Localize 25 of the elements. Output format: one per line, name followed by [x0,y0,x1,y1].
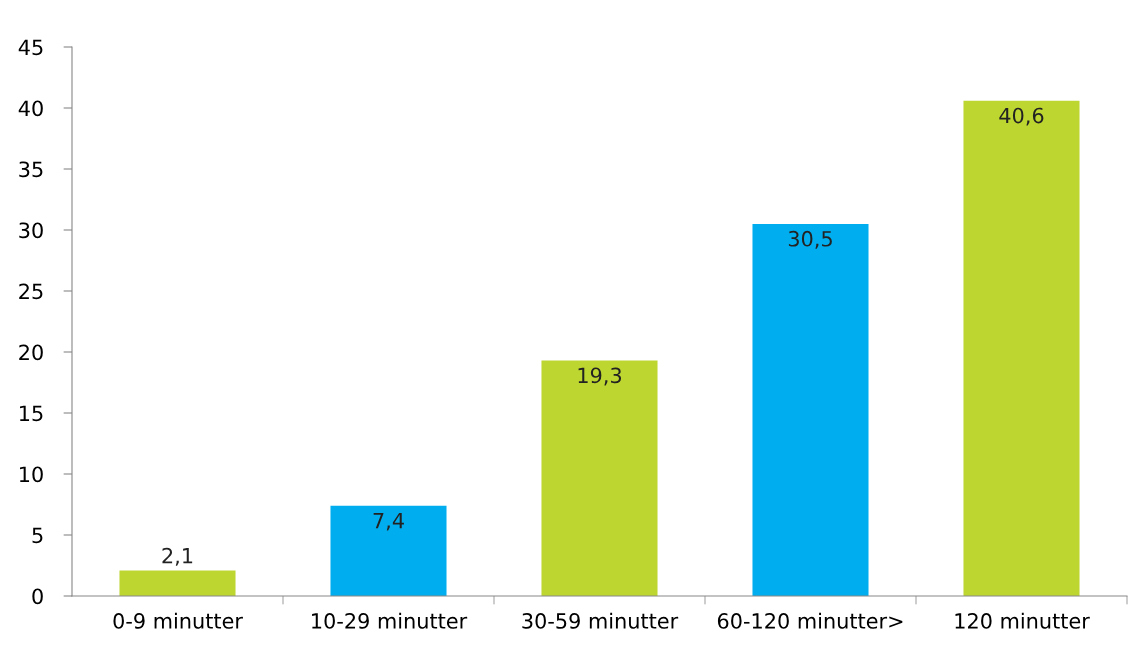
x-tick-label: 0-9 minutter [113,612,243,629]
bar [119,570,236,596]
bar [963,100,1080,596]
bar [752,223,869,596]
y-tick-label: 10 [20,466,43,483]
y-tick-label: 35 [19,161,43,178]
x-tick-label: 10-29 minutter [312,612,468,629]
data-label: 30,5 [788,230,832,249]
y-tick-label: 5 [32,527,43,544]
data-label: 19,3 [578,367,622,386]
y-tick-label: 45 [18,39,43,56]
data-label: 2,1 [162,547,193,566]
y-tick-label: 15 [20,405,43,422]
y-tick-label: 30 [19,222,43,239]
y-tick-label: 0 [32,588,43,605]
y-tick-label: 20 [19,344,43,361]
x-tick-label: 120 minutter [955,612,1090,629]
y-tick-label: 40 [18,100,43,117]
bar [330,505,447,596]
x-tick-label: 30-59 minutter [522,612,679,629]
y-tick-label: 25 [19,283,43,300]
data-label: 40,6 [999,107,1044,126]
data-label: 7,4 [373,512,404,531]
bar [541,360,658,596]
x-tick-label: 60-120 minutter> [717,612,903,629]
